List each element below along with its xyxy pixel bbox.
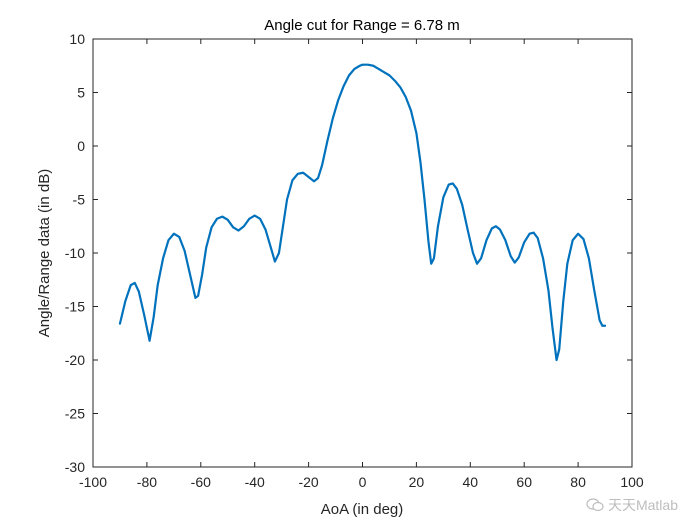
x-tick-label: -80 xyxy=(137,474,157,490)
y-tick-label: 5 xyxy=(77,85,85,101)
x-tick-label: 100 xyxy=(620,474,644,490)
watermark: 天天Matlab xyxy=(586,495,678,515)
y-tick-label: -30 xyxy=(65,459,85,475)
y-tick-label: -15 xyxy=(65,299,85,315)
plot-area xyxy=(92,38,633,468)
watermark-text: 天天Matlab xyxy=(607,497,678,513)
x-tick-label: -20 xyxy=(298,474,318,490)
y-tick-label: -5 xyxy=(73,192,86,208)
series-line xyxy=(118,63,607,362)
wechat-icon xyxy=(586,498,604,512)
y-tick-label: 10 xyxy=(69,31,85,47)
x-tick-label: -60 xyxy=(191,474,211,490)
y-axis-label: Angle/Range data (in dB) xyxy=(36,169,53,337)
x-axis: -100 -80 -60 -40 -20 0 20 40 60 80 100 xyxy=(79,39,644,490)
y-tick-label: -20 xyxy=(65,352,85,368)
x-tick-label: 60 xyxy=(516,474,532,490)
x-tick-label: 20 xyxy=(409,474,425,490)
x-tick-label: -40 xyxy=(245,474,265,490)
y-tick-label: -10 xyxy=(65,245,85,261)
x-tick-label: 0 xyxy=(359,474,367,490)
chart-title: Angle cut for Range = 6.78 m xyxy=(264,17,460,34)
x-tick-label: 40 xyxy=(463,474,479,490)
x-axis-label: AoA (in deg) xyxy=(321,501,404,518)
series-layer xyxy=(118,63,607,362)
x-tick-label: 80 xyxy=(570,474,586,490)
x-tick-label: -100 xyxy=(79,474,107,490)
y-axis: -30 -25 -20 -15 -10 -5 0 5 10 xyxy=(65,31,632,475)
y-tick-label: 0 xyxy=(77,138,85,154)
y-tick-label: -25 xyxy=(65,406,85,422)
